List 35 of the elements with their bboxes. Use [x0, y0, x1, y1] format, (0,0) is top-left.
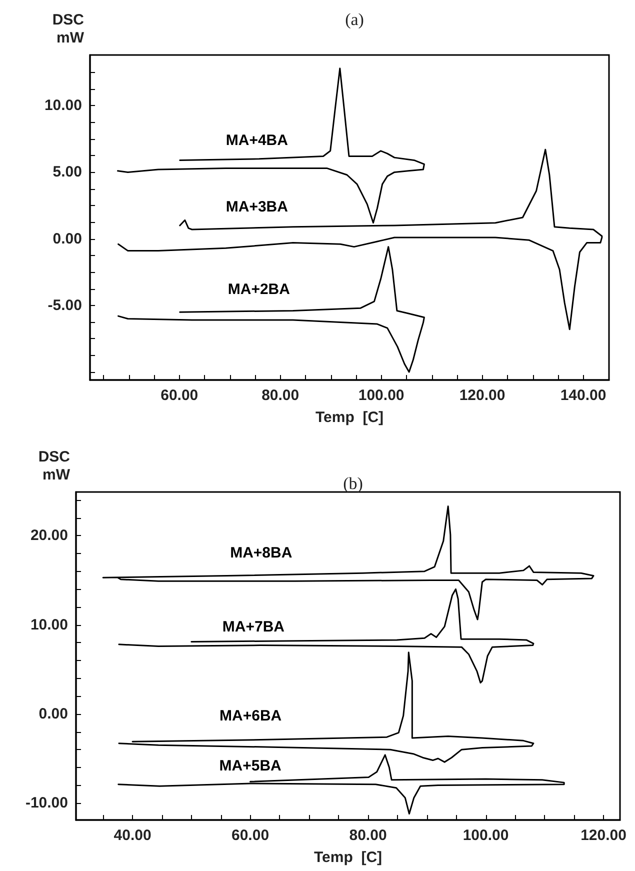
y-tick-label: -10.00 [25, 794, 68, 812]
x-tick-label: 80.00 [262, 387, 300, 404]
x-tick-label: 120.00 [580, 827, 626, 844]
x-tick-label: 80.00 [349, 827, 387, 844]
y-tick-label: 0.00 [38, 705, 68, 722]
x-axis-title: Temp [C] [314, 849, 382, 866]
x-tick-label: 140.00 [560, 387, 606, 404]
y-tick-label: 10.00 [44, 97, 82, 114]
x-tick-label: 100.00 [358, 387, 404, 404]
series-label: MA+3BA [226, 198, 288, 216]
chart-title: (b) [343, 474, 363, 493]
series-label: MA+6BA [220, 708, 282, 725]
x-tick-label: 40.00 [114, 827, 152, 844]
x-tick-label: 60.00 [231, 827, 270, 844]
series-label: MA+4BA [226, 132, 288, 150]
series-label: MA+8BA [230, 544, 292, 562]
y-axis-title: DSC mW [52, 12, 85, 46]
line-series [118, 588, 534, 684]
y-tick-label: 0.00 [52, 230, 82, 248]
x-tick-label: 100.00 [462, 827, 509, 844]
series-label: MA+5BA [219, 758, 282, 775]
chart-title: (a) [345, 10, 364, 29]
x-tick-label: 120.00 [459, 387, 506, 404]
line-series [118, 246, 425, 373]
line-series [102, 506, 594, 620]
y-tick-label: 5.00 [52, 164, 82, 181]
series-label: MA+2BA [228, 281, 290, 298]
y-axis-title: DSC mW [38, 448, 71, 484]
line-series [118, 754, 565, 815]
x-tick-label: 60.00 [160, 387, 198, 404]
x-axis-title: Temp [C] [315, 409, 384, 426]
y-tick-label: 10.00 [30, 616, 68, 634]
y-tick-label: 20.00 [30, 527, 68, 544]
series-label: MA+7BA [222, 618, 285, 636]
y-tick-label: -5.00 [48, 296, 82, 314]
